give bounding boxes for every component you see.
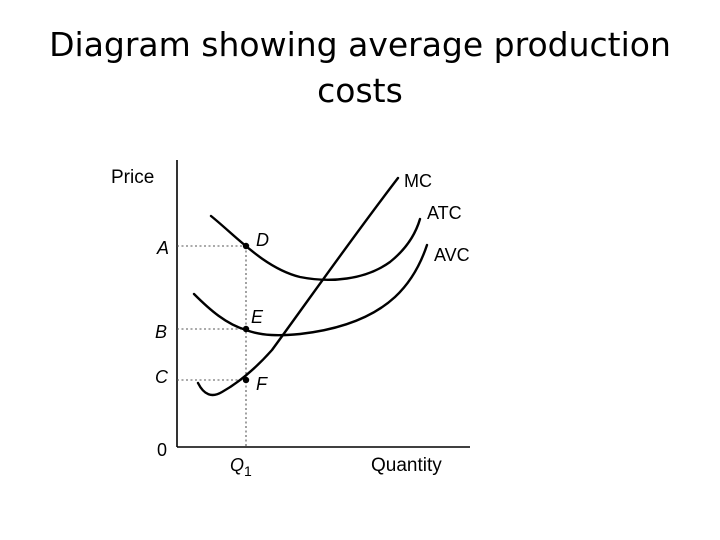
price-label-a: A — [156, 238, 169, 258]
origin-label: 0 — [157, 440, 167, 460]
avc-curve — [192, 243, 429, 337]
x-axis-label: Quantity — [371, 455, 442, 476]
mc-label: MC — [404, 171, 432, 191]
guide-lines — [177, 245, 247, 447]
atc-label: ATC — [427, 203, 462, 223]
point-label-f: F — [256, 374, 268, 394]
q1-subscript: 1 — [244, 463, 252, 479]
slide-title-line-2: costs — [317, 71, 403, 110]
point-f-marker — [242, 376, 250, 384]
price-label-c: C — [155, 367, 169, 387]
point-label-d: D — [256, 230, 269, 250]
point-e-marker — [242, 325, 250, 333]
point-d-marker — [242, 242, 250, 250]
atc-curve — [209, 214, 422, 282]
point-label-e: E — [251, 307, 264, 327]
q1-letter: Q — [230, 455, 244, 475]
slide-title-line-1: Diagram showing average production — [49, 25, 671, 64]
y-axis-label: Price — [111, 167, 154, 188]
slide-title: Diagram showing average production costs — [0, 22, 720, 114]
mc-curve — [196, 176, 400, 397]
q1-label: Q1 — [230, 455, 252, 479]
avc-label: AVC — [434, 245, 470, 265]
price-label-b: B — [155, 322, 167, 342]
